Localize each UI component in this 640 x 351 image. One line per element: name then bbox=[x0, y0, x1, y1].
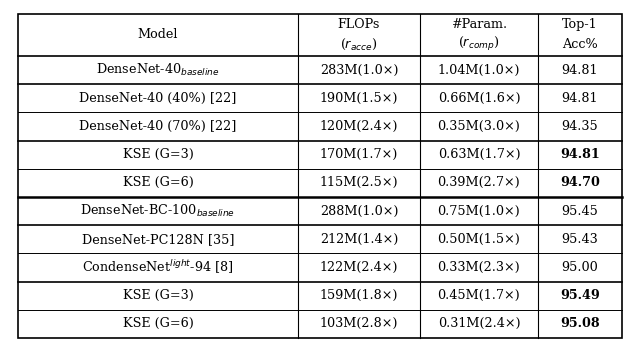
Text: 94.81: 94.81 bbox=[560, 148, 600, 161]
Text: 95.45: 95.45 bbox=[561, 205, 598, 218]
Text: 94.35: 94.35 bbox=[562, 120, 598, 133]
Text: 115M(2.5×): 115M(2.5×) bbox=[320, 177, 398, 190]
Text: 95.43: 95.43 bbox=[562, 233, 598, 246]
Text: Model: Model bbox=[138, 28, 179, 41]
Text: 0.33M(2.3×): 0.33M(2.3×) bbox=[438, 261, 520, 274]
Text: ($r_{acce}$): ($r_{acce}$) bbox=[340, 37, 378, 52]
Text: KSE (G=6): KSE (G=6) bbox=[123, 177, 193, 190]
Text: 94.70: 94.70 bbox=[560, 177, 600, 190]
Text: KSE (G=6): KSE (G=6) bbox=[123, 317, 193, 330]
Text: DenseNet-BC-100$_{baseline}$: DenseNet-BC-100$_{baseline}$ bbox=[81, 203, 236, 219]
Text: 0.66M(1.6×): 0.66M(1.6×) bbox=[438, 92, 520, 105]
Text: 120M(2.4×): 120M(2.4×) bbox=[320, 120, 398, 133]
Text: 1.04M(1.0×): 1.04M(1.0×) bbox=[438, 64, 520, 77]
Text: 212M(1.4×): 212M(1.4×) bbox=[320, 233, 398, 246]
Text: KSE (G=3): KSE (G=3) bbox=[123, 148, 193, 161]
Text: 288M(1.0×): 288M(1.0×) bbox=[320, 205, 398, 218]
Text: 0.39M(2.7×): 0.39M(2.7×) bbox=[438, 177, 520, 190]
Text: 0.63M(1.7×): 0.63M(1.7×) bbox=[438, 148, 520, 161]
Text: 94.81: 94.81 bbox=[562, 92, 598, 105]
Text: 0.45M(1.7×): 0.45M(1.7×) bbox=[438, 289, 520, 302]
Text: KSE (G=3): KSE (G=3) bbox=[123, 289, 193, 302]
Text: 190M(1.5×): 190M(1.5×) bbox=[320, 92, 398, 105]
Text: 159M(1.8×): 159M(1.8×) bbox=[320, 289, 398, 302]
Text: DenseNet-40$_{baseline}$: DenseNet-40$_{baseline}$ bbox=[96, 62, 220, 78]
Text: 283M(1.0×): 283M(1.0×) bbox=[320, 64, 398, 77]
Text: Acc%: Acc% bbox=[562, 38, 598, 51]
Text: 170M(1.7×): 170M(1.7×) bbox=[320, 148, 398, 161]
Text: 0.31M(2.4×): 0.31M(2.4×) bbox=[438, 317, 520, 330]
Text: 0.75M(1.0×): 0.75M(1.0×) bbox=[438, 205, 520, 218]
Text: 122M(2.4×): 122M(2.4×) bbox=[320, 261, 398, 274]
Text: CondenseNet$^{light}$-94 [8]: CondenseNet$^{light}$-94 [8] bbox=[83, 259, 234, 276]
Text: #Param.: #Param. bbox=[451, 18, 507, 31]
Text: 94.81: 94.81 bbox=[562, 64, 598, 77]
Text: DenseNet-40 (70%) [22]: DenseNet-40 (70%) [22] bbox=[79, 120, 237, 133]
Text: Top-1: Top-1 bbox=[562, 18, 598, 31]
Text: 95.08: 95.08 bbox=[560, 317, 600, 330]
Text: FLOPs: FLOPs bbox=[338, 18, 380, 31]
Text: 103M(2.8×): 103M(2.8×) bbox=[320, 317, 398, 330]
Text: ($r_{comp}$): ($r_{comp}$) bbox=[458, 35, 500, 53]
Text: 0.50M(1.5×): 0.50M(1.5×) bbox=[438, 233, 520, 246]
Text: DenseNet-PC128N [35]: DenseNet-PC128N [35] bbox=[82, 233, 234, 246]
Text: 0.35M(3.0×): 0.35M(3.0×) bbox=[438, 120, 520, 133]
Text: 95.49: 95.49 bbox=[560, 289, 600, 302]
Text: 95.00: 95.00 bbox=[562, 261, 598, 274]
Text: DenseNet-40 (40%) [22]: DenseNet-40 (40%) [22] bbox=[79, 92, 237, 105]
